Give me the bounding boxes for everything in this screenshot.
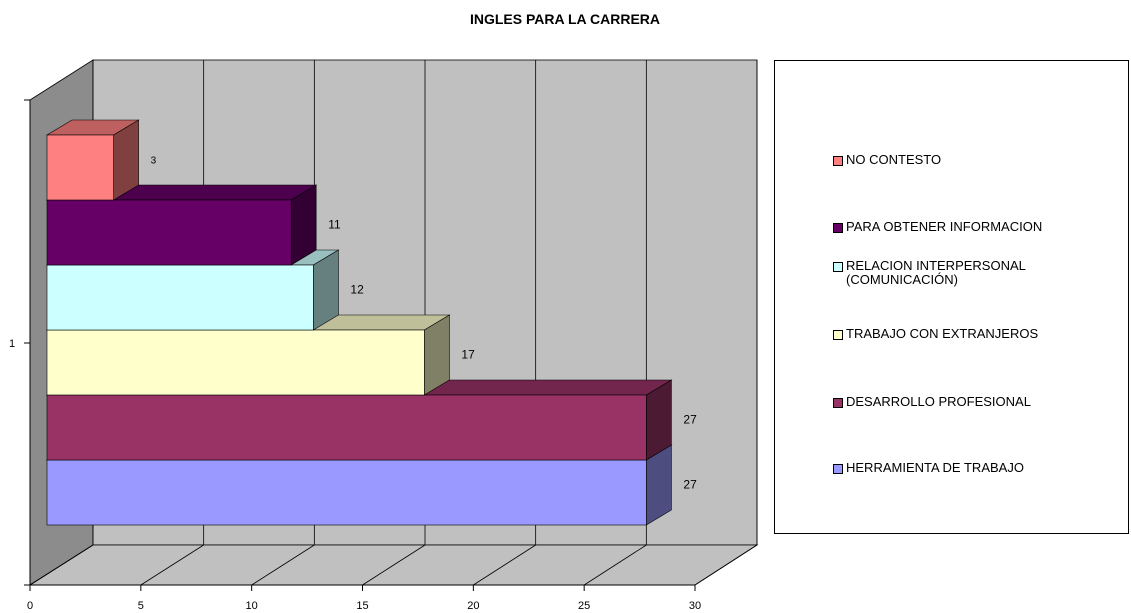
- legend-swatch: [833, 156, 843, 166]
- legend-swatch: [833, 330, 843, 340]
- legend-swatch: [833, 398, 843, 408]
- x-tick-label: 5: [138, 600, 144, 612]
- legend-swatch: [833, 262, 843, 272]
- floor-grid-line: [251, 544, 315, 586]
- legend-label: DESARROLLO PROFESIONAL: [846, 394, 1031, 409]
- y-tick-label: 1: [9, 338, 15, 350]
- bar: [46, 134, 114, 201]
- legend-label: HERRAMIENTA DE TRABAJO: [846, 460, 1024, 475]
- x-tick-label: 30: [689, 600, 701, 612]
- legend-swatch: [833, 464, 843, 474]
- value-label: 12: [350, 283, 364, 297]
- bar: [46, 459, 647, 526]
- bar: [46, 199, 292, 266]
- chart-title: INGLES PARA LA CARRERA: [470, 11, 660, 27]
- floor-grid-line: [583, 544, 647, 586]
- legend-label: NO CONTESTO: [846, 152, 942, 167]
- x-tick-label: 20: [467, 600, 479, 612]
- floor-grid-line: [362, 544, 426, 586]
- value-label: 27: [683, 413, 697, 427]
- x-tick-label: 25: [578, 600, 590, 612]
- floor-grid-line: [140, 544, 204, 586]
- legend: NO CONTESTO PARA OBTENER INFORMACION RELAC…: [774, 60, 1129, 534]
- floor-grid-line: [29, 544, 94, 586]
- x-tick-label: 10: [246, 600, 258, 612]
- bar: [46, 394, 647, 461]
- bar: [46, 264, 314, 331]
- value-label: 27: [683, 478, 697, 492]
- legend-label: TRABAJO CON EXTRANJEROS: [846, 326, 1039, 341]
- bar: [46, 329, 425, 396]
- x-tick-label: 0: [27, 600, 33, 612]
- legend-label: RELACION INTERPERSONAL (COMUNICACIÓN): [846, 258, 1026, 287]
- x-tick-label: 15: [356, 600, 368, 612]
- value-label: 17: [461, 348, 475, 362]
- legend-swatch: [833, 223, 843, 233]
- floor-grid-line: [694, 544, 758, 586]
- value-label: 11: [328, 218, 341, 232]
- legend-label: PARA OBTENER INFORMACION: [846, 219, 1043, 234]
- value-label: 3: [151, 156, 157, 167]
- floor-grid-line: [473, 544, 536, 586]
